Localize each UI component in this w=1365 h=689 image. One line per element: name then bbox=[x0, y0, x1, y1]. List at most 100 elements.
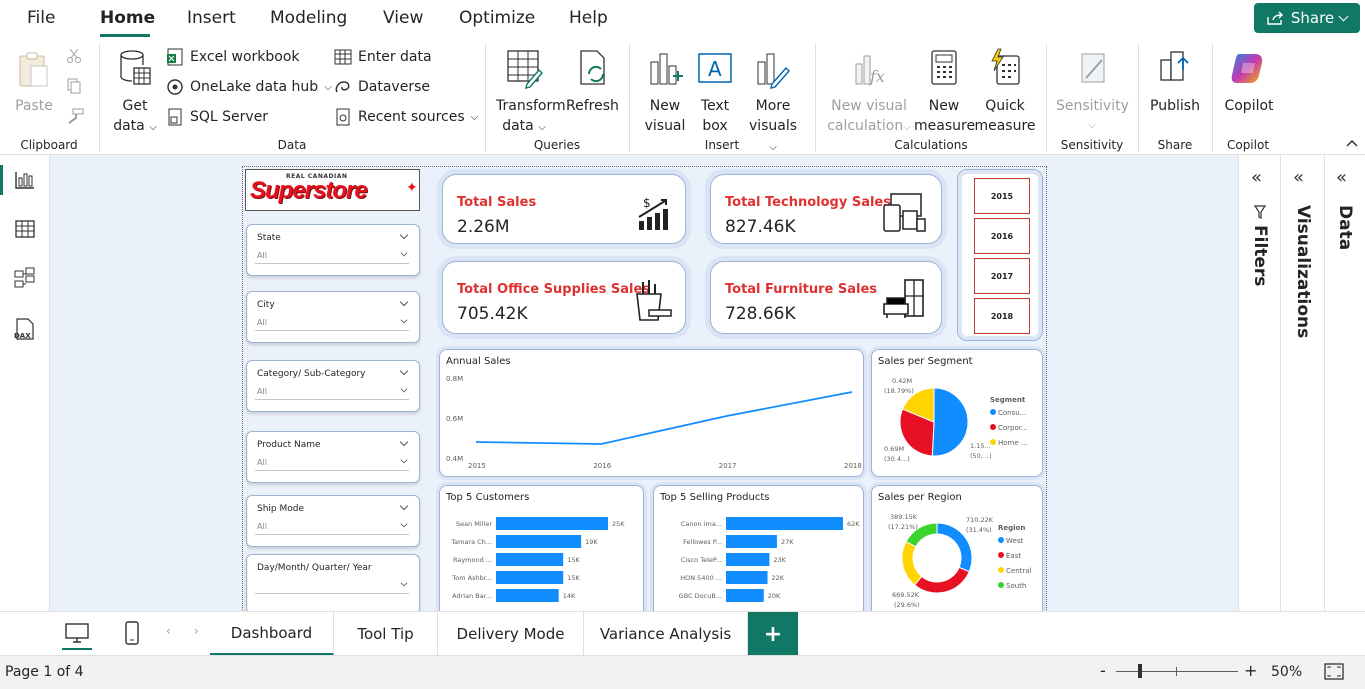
zoom-slider-thumb[interactable] bbox=[1138, 664, 1142, 678]
share-button[interactable]: Share bbox=[1254, 3, 1360, 33]
menu-view[interactable]: View bbox=[383, 8, 424, 28]
year-button-2015[interactable]: 2015 bbox=[974, 178, 1030, 214]
dax-query-view-icon[interactable]: DAX bbox=[13, 317, 37, 341]
format-painter-icon[interactable] bbox=[66, 108, 84, 124]
y-tick-label: 0.8M bbox=[446, 375, 463, 383]
add-page-button[interactable]: + bbox=[748, 612, 798, 656]
refresh-button[interactable]: Refresh bbox=[566, 48, 619, 116]
tab-delivery-mode[interactable]: Delivery Mode bbox=[438, 612, 584, 656]
paste-button[interactable]: Paste bbox=[14, 50, 54, 116]
bar bbox=[496, 571, 564, 584]
bar bbox=[496, 589, 559, 602]
x-tick-label: 2017 bbox=[719, 462, 737, 470]
enter-data-button[interactable]: Enter data bbox=[334, 48, 432, 66]
new-measure-button[interactable]: New measure bbox=[914, 48, 975, 136]
zoom-out-button[interactable]: - bbox=[1100, 661, 1106, 680]
group-label-clipboard: Clipboard bbox=[20, 138, 78, 152]
table-view-icon[interactable] bbox=[14, 219, 36, 239]
chevron-down-icon bbox=[400, 456, 408, 464]
expand-visualizations-icon[interactable]: « bbox=[1293, 167, 1305, 188]
scroll-left-icon[interactable]: ‹ bbox=[166, 624, 171, 638]
tab-dashboard[interactable]: Dashboard bbox=[210, 612, 334, 656]
bar bbox=[496, 517, 608, 530]
year-button-2018[interactable]: 2018 bbox=[974, 298, 1030, 334]
menu-file[interactable]: File bbox=[27, 8, 56, 28]
menu-optimize[interactable]: Optimize bbox=[459, 8, 536, 28]
bar-value-label: 14K bbox=[563, 592, 576, 600]
kpi-furniture-sales: Total Furniture Sales 728.66K bbox=[710, 261, 942, 334]
legend-marker bbox=[990, 409, 996, 415]
excel-icon bbox=[167, 48, 183, 66]
bar-value-label: 62K bbox=[847, 520, 860, 528]
visualizations-pane[interactable]: « Visualizations bbox=[1280, 155, 1324, 611]
filters-pane[interactable]: « Filters bbox=[1238, 155, 1280, 611]
scroll-right-icon[interactable]: › bbox=[194, 624, 199, 638]
report-view-icon[interactable] bbox=[14, 170, 36, 190]
active-view-indicator bbox=[0, 165, 3, 195]
x-tick-label: 2015 bbox=[468, 462, 486, 470]
expand-filters-icon[interactable]: « bbox=[1251, 167, 1263, 188]
sensitivity-icon bbox=[1081, 53, 1105, 83]
desktop-layout-icon[interactable] bbox=[64, 622, 90, 644]
mobile-layout-icon[interactable] bbox=[124, 620, 140, 646]
slicer-product-name[interactable]: Product Name All bbox=[246, 431, 420, 483]
slicer-ship-mode[interactable]: Ship Mode All bbox=[246, 495, 420, 547]
transform-data-button[interactable]: Transform data ⌵ bbox=[496, 48, 566, 138]
data-label: 1.15... bbox=[970, 442, 991, 450]
chevron-down-icon bbox=[400, 316, 408, 324]
tab-variance-analysis[interactable]: Variance Analysis bbox=[584, 612, 748, 656]
zoom-slider[interactable] bbox=[1116, 671, 1238, 672]
legend-label: Central bbox=[1006, 567, 1032, 575]
money-growth-icon: $ bbox=[638, 196, 668, 230]
new-visual-button[interactable]: New visual bbox=[643, 48, 687, 136]
fit-to-page-icon[interactable] bbox=[1323, 662, 1345, 682]
group-label-copilot: Copilot bbox=[1226, 138, 1270, 152]
more-visuals-button[interactable]: More visuals ⌵ bbox=[748, 48, 798, 158]
onelake-hub-button[interactable]: OneLake data hub ⌵ bbox=[166, 78, 332, 96]
legend-label: Home ... bbox=[998, 439, 1028, 447]
bar-value-label: 19K bbox=[585, 538, 598, 546]
data-label: (30.4...) bbox=[884, 455, 910, 463]
slicer-date-hierarchy[interactable]: Day/Month/ Quarter/ Year bbox=[246, 554, 420, 611]
slicer-state[interactable]: State All bbox=[246, 224, 420, 276]
sensitivity-button[interactable]: Sensitivity ⌵ bbox=[1056, 48, 1129, 136]
text-box-button[interactable]: A Text box bbox=[693, 48, 737, 136]
menu-home[interactable]: Home bbox=[100, 8, 156, 28]
status-bar: Page 1 of 4 - + 50% bbox=[0, 655, 1365, 689]
group-label-insert: Insert bbox=[704, 138, 740, 152]
copy-icon[interactable] bbox=[66, 78, 82, 94]
x-tick-label: 2016 bbox=[593, 462, 611, 470]
tab-tool-tip[interactable]: Tool Tip bbox=[334, 612, 438, 656]
bar-category-label: Sean Miller bbox=[456, 520, 492, 528]
publish-button[interactable]: Publish bbox=[1146, 48, 1204, 116]
annual-sales-line bbox=[475, 391, 853, 445]
new-visual-calculation-button[interactable]: fx New visual calculation⌵ bbox=[822, 48, 916, 138]
year-button-2016[interactable]: 2016 bbox=[974, 218, 1030, 254]
cut-icon[interactable] bbox=[66, 48, 82, 64]
slicer-category[interactable]: Category/ Sub-Category All bbox=[246, 360, 420, 412]
slice-corpor bbox=[899, 408, 935, 457]
legend-marker bbox=[998, 582, 1004, 588]
copilot-button[interactable]: Copilot bbox=[1220, 48, 1278, 116]
svg-text:fx: fx bbox=[869, 67, 885, 86]
dataverse-button[interactable]: Dataverse bbox=[334, 78, 430, 96]
slicer-city[interactable]: City All bbox=[246, 291, 420, 343]
menu-insert[interactable]: Insert bbox=[187, 8, 236, 28]
recent-sources-button[interactable]: Recent sources ⌵ bbox=[334, 108, 478, 126]
paste-icon bbox=[19, 52, 48, 87]
excel-workbook-button[interactable]: Excel workbook bbox=[166, 48, 300, 66]
menu-modeling[interactable]: Modeling bbox=[270, 8, 348, 28]
expand-data-icon[interactable]: « bbox=[1336, 167, 1348, 188]
year-button-2017[interactable]: 2017 bbox=[974, 258, 1030, 294]
quick-measure-button[interactable]: Quick measure bbox=[974, 48, 1036, 136]
model-view-icon[interactable] bbox=[14, 267, 36, 289]
data-pane[interactable]: « Data bbox=[1324, 155, 1365, 611]
sql-server-button[interactable]: SQL Server bbox=[166, 108, 268, 126]
slice-south bbox=[905, 522, 938, 548]
collapse-ribbon-icon[interactable] bbox=[1346, 138, 1358, 148]
zoom-in-button[interactable]: + bbox=[1244, 661, 1258, 680]
share-icon bbox=[1267, 11, 1283, 25]
menu-help[interactable]: Help bbox=[569, 8, 608, 28]
get-data-button[interactable]: Get data ⌵ bbox=[110, 48, 160, 138]
group-label-queries: Queries bbox=[533, 138, 581, 152]
